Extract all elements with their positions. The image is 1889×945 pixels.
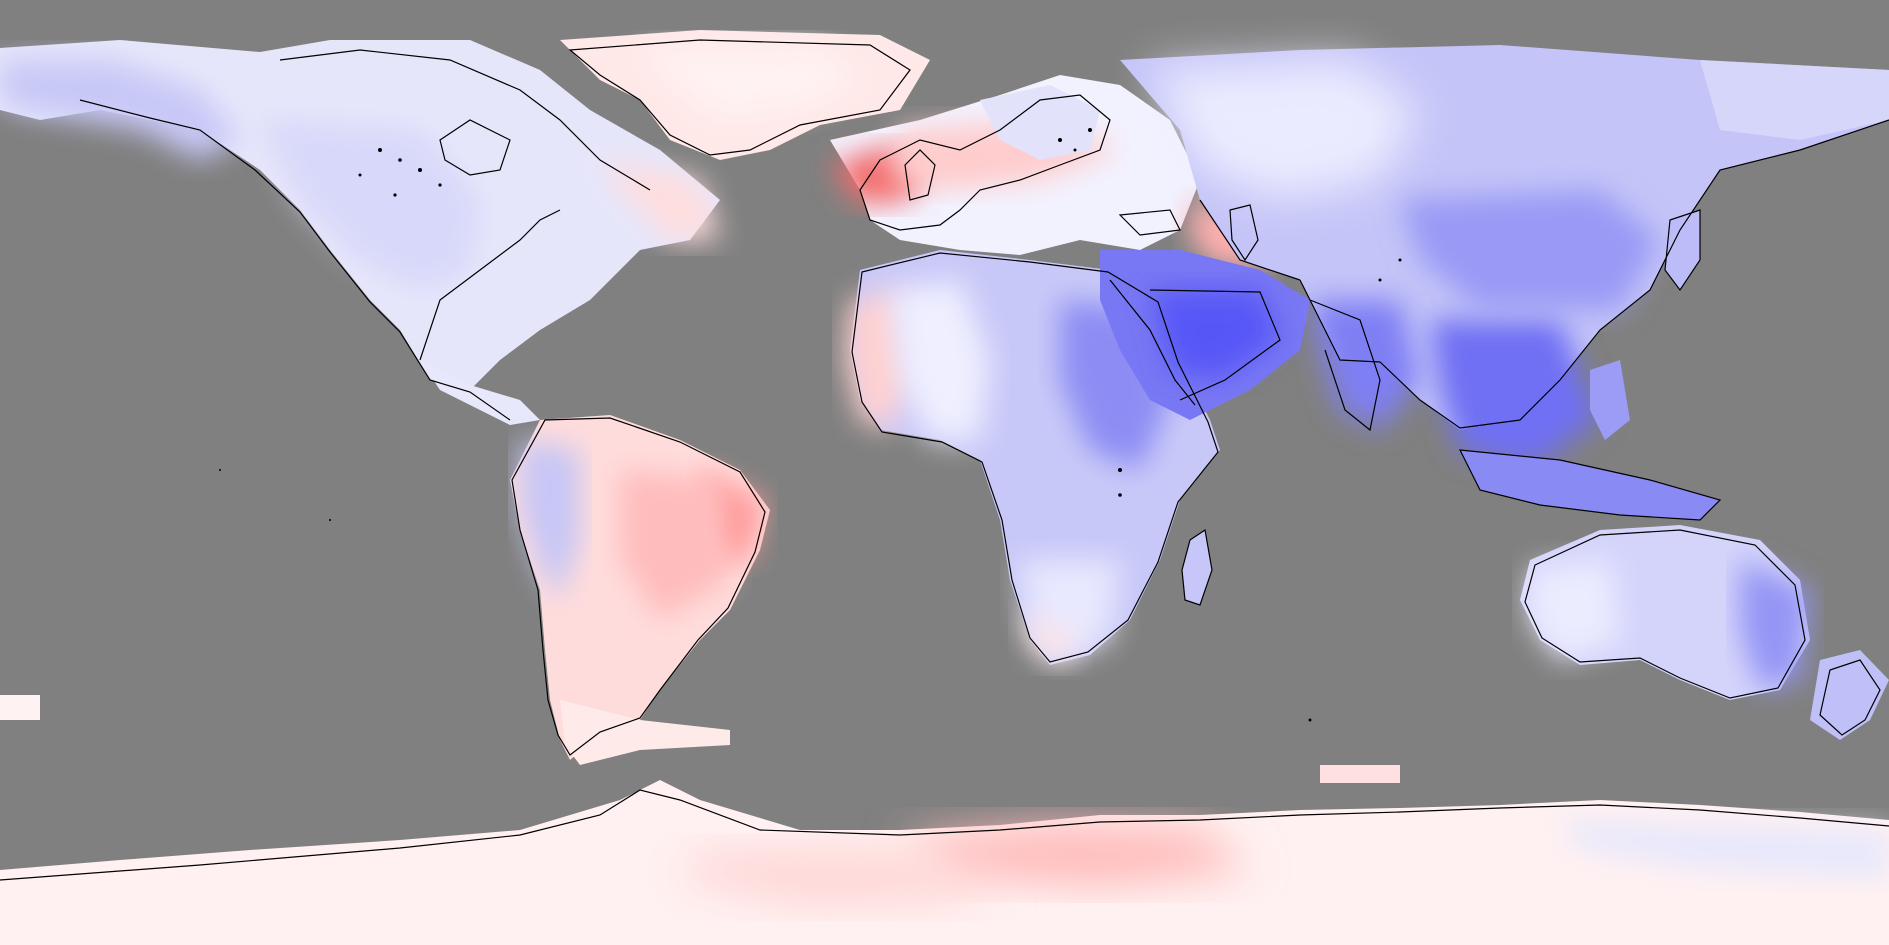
coastline-greenland bbox=[568, 39, 911, 156]
landmass-south-america bbox=[510, 415, 770, 765]
east-siberia bbox=[1700, 60, 1889, 140]
lake-dot bbox=[1118, 468, 1122, 472]
landmass-antarctica bbox=[0, 780, 1889, 945]
coastline-europe bbox=[859, 94, 1111, 231]
coastline-australia bbox=[1524, 529, 1806, 699]
asia-siberia-light bbox=[1150, 60, 1420, 200]
coastline-south-america bbox=[511, 417, 766, 756]
lake-dot bbox=[1088, 128, 1092, 132]
south-america-cool-west bbox=[520, 440, 580, 600]
coastline-africa bbox=[851, 252, 1219, 663]
japan bbox=[1665, 210, 1700, 290]
asia-southeast bbox=[1430, 320, 1600, 470]
lake-dot bbox=[1073, 148, 1077, 152]
africa-south-warm bbox=[1020, 610, 1080, 665]
north-america-warm-east bbox=[600, 160, 720, 240]
indonesia bbox=[1460, 450, 1720, 520]
lake-dot bbox=[1308, 718, 1312, 722]
landmass-maritime-asia bbox=[1460, 360, 1720, 520]
coastline-japan bbox=[1664, 209, 1701, 292]
lake-dot bbox=[1058, 138, 1062, 142]
coastline-antarctica bbox=[0, 789, 1889, 881]
antarctica-warm-band bbox=[680, 850, 1000, 905]
greenland-core bbox=[640, 45, 860, 120]
africa-warm-west bbox=[845, 290, 910, 430]
lake-dot bbox=[1118, 493, 1122, 497]
island-south-atlantic bbox=[1320, 765, 1400, 783]
lake-dot bbox=[329, 519, 331, 521]
coastline-hudson bbox=[439, 119, 511, 176]
landmass-madagascar bbox=[1182, 530, 1212, 605]
coastline-indonesia bbox=[1458, 449, 1722, 521]
landmass-europe bbox=[830, 75, 1280, 270]
coastline-madagascar bbox=[1181, 528, 1213, 606]
coastline-asia bbox=[1199, 119, 1889, 429]
lake-dots bbox=[219, 128, 1402, 722]
lake-dot bbox=[1378, 278, 1382, 282]
coastline-new-zealand bbox=[1819, 659, 1881, 736]
central-america bbox=[420, 360, 540, 425]
philippines bbox=[1590, 360, 1630, 440]
australia-east bbox=[1740, 560, 1810, 690]
coastlines bbox=[0, 39, 1889, 881]
asia-india bbox=[1310, 300, 1420, 430]
north-america-cool-center bbox=[260, 120, 480, 290]
coastline-british-isles bbox=[904, 149, 936, 201]
lake-dot bbox=[219, 469, 221, 471]
south-america-tip bbox=[560, 700, 730, 765]
lake-dot bbox=[438, 183, 442, 187]
antarctica-warm-center bbox=[900, 825, 1250, 885]
lake-dot bbox=[1398, 258, 1402, 262]
coastline-arabia bbox=[1149, 289, 1281, 401]
lake-dot bbox=[398, 158, 402, 162]
landmass-asia bbox=[1120, 45, 1889, 470]
lake-dot bbox=[418, 168, 422, 172]
africa-neutral-west bbox=[890, 280, 990, 440]
coastline-caspian bbox=[1229, 204, 1259, 262]
australia-west bbox=[1530, 560, 1620, 660]
south-america-warm-center bbox=[620, 470, 730, 620]
coastline-north-america bbox=[79, 49, 651, 421]
island-left-edge bbox=[0, 695, 40, 720]
scandinavia bbox=[980, 85, 1100, 160]
asia-east-band bbox=[1400, 190, 1660, 310]
coastline-black-sea bbox=[1118, 209, 1181, 236]
coastline-india bbox=[1309, 299, 1381, 432]
lake-dot bbox=[378, 148, 382, 152]
landmass-greenland bbox=[560, 30, 930, 160]
lake-dot bbox=[358, 173, 362, 177]
antarctica-cool-east bbox=[1560, 820, 1889, 880]
middle-east-core bbox=[1150, 290, 1280, 380]
lake-dot bbox=[393, 193, 397, 197]
coastline-red-sea bbox=[1109, 279, 1196, 406]
